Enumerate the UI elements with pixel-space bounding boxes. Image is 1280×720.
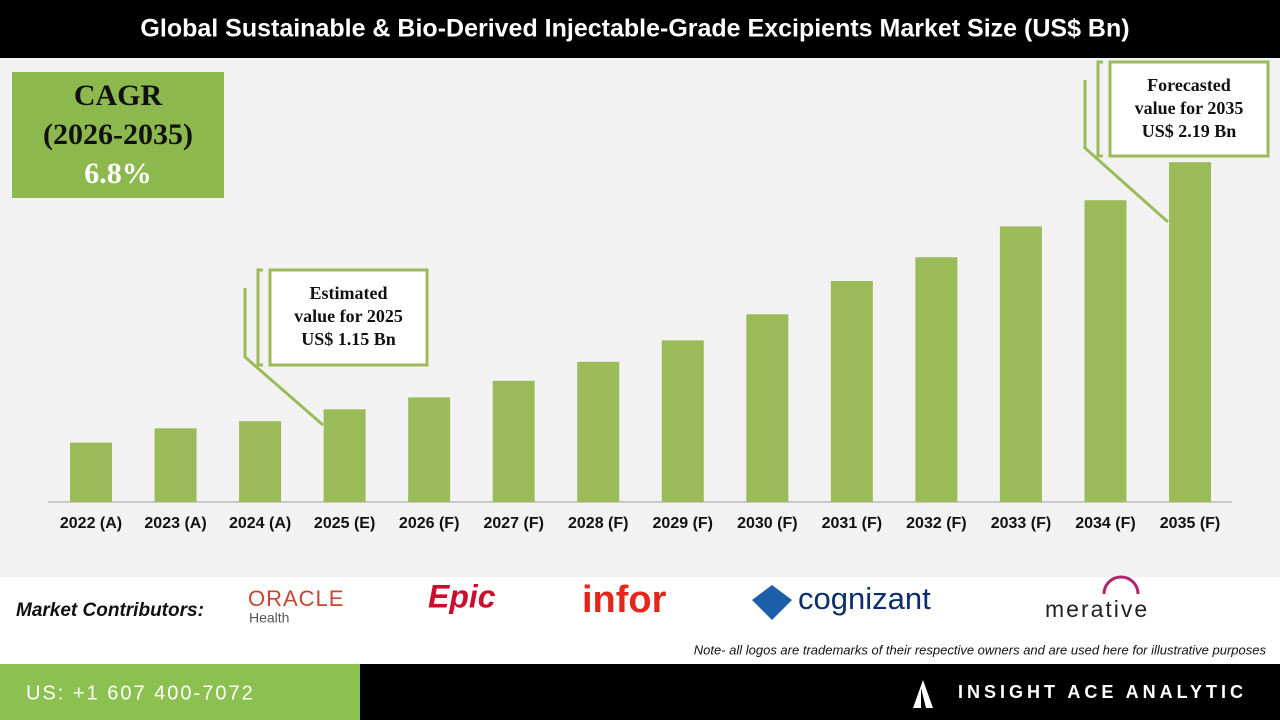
callout-leader xyxy=(243,288,324,427)
callout-text: Forecasted xyxy=(1147,75,1231,95)
bar xyxy=(999,226,1042,502)
chart-title: Global Sustainable & Bio-Derived Injecta… xyxy=(140,15,1129,43)
bar xyxy=(323,409,366,502)
cagr-value: 6.8% xyxy=(84,157,152,190)
logo-merative-mark xyxy=(1102,575,1140,595)
x-tick-label: 2027 (F) xyxy=(483,515,543,532)
title-bar xyxy=(0,0,1280,58)
x-tick-label: 2026 (F) xyxy=(399,515,459,532)
x-tick-label: 2034 (F) xyxy=(1075,515,1135,532)
bar xyxy=(492,380,535,502)
logo-oracle-sub: Health xyxy=(249,610,289,626)
logo-epic: Epic xyxy=(428,578,496,614)
x-tick-label: 2030 (F) xyxy=(737,515,797,532)
bar xyxy=(1084,200,1127,503)
bar xyxy=(154,428,197,502)
logo-oracle: ORACLE xyxy=(248,586,344,611)
callout-bracket xyxy=(256,268,263,367)
cagr-box xyxy=(12,72,224,198)
brand-bar xyxy=(360,664,1280,720)
footer-area xyxy=(0,577,1280,664)
callout-text: US$ 1.15 Bn xyxy=(301,329,396,349)
x-tick-label: 2023 (A) xyxy=(144,515,206,532)
callout-text: value for 2035 xyxy=(1135,98,1244,118)
x-tick-label: 2028 (F) xyxy=(568,515,628,532)
callout-box xyxy=(1108,60,1270,158)
cagr-period: (2026-2035) xyxy=(43,118,193,151)
phone: US: +1 607 400-7072 xyxy=(26,682,255,704)
bar xyxy=(830,281,873,502)
bar xyxy=(577,361,620,502)
x-tick-label: 2031 (F) xyxy=(822,515,882,532)
contributors-label: Market Contributors: xyxy=(16,600,204,621)
x-tick-label: 2032 (F) xyxy=(906,515,966,532)
logo-merative: merative xyxy=(1045,596,1149,622)
bar xyxy=(408,397,451,502)
x-tick-label: 2025 (E) xyxy=(314,515,375,532)
bar xyxy=(239,421,282,502)
x-tick-label: 2035 (F) xyxy=(1160,515,1220,532)
callout-box xyxy=(268,268,429,367)
x-tick-label: 2033 (F) xyxy=(991,515,1051,532)
callout-text: US$ 2.19 Bn xyxy=(1142,121,1237,141)
cagr-label: CAGR xyxy=(74,79,163,112)
x-tick-label: 2022 (A) xyxy=(60,515,122,532)
x-tick-label: 2024 (A) xyxy=(229,515,291,532)
brand: INSIGHT ACE ANALYTIC xyxy=(958,682,1247,702)
logo-infor: infor xyxy=(582,579,667,621)
bar xyxy=(746,314,789,502)
logo-cognizant-mark xyxy=(752,585,792,620)
callout-leader xyxy=(1083,80,1169,224)
bar xyxy=(1169,162,1212,502)
bar xyxy=(915,257,958,502)
phone-bar xyxy=(0,664,360,720)
callout-text: Estimated xyxy=(310,283,388,303)
brand-mark xyxy=(913,680,933,708)
footer-note: Note- all logos are trademarks of their … xyxy=(694,642,1267,657)
x-tick-label: 2029 (F) xyxy=(653,515,713,532)
bar xyxy=(661,340,704,502)
bar xyxy=(70,442,112,502)
callout-text: value for 2025 xyxy=(294,306,403,326)
logo-cognizant: cognizant xyxy=(798,581,931,616)
callout-bracket xyxy=(1096,60,1103,158)
